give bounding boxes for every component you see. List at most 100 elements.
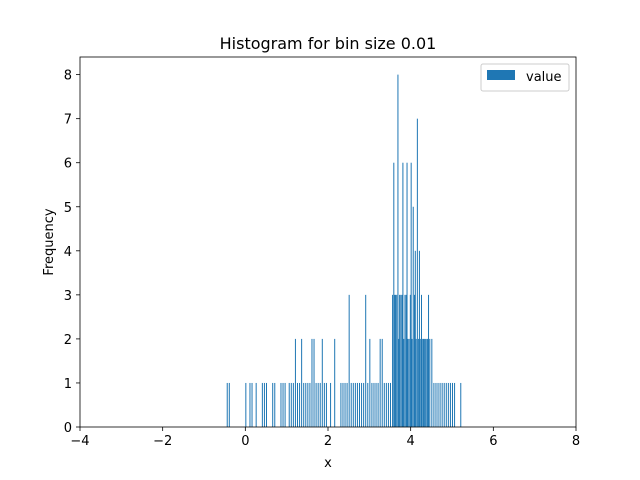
x-axis-label: x <box>324 456 332 471</box>
histogram-bar <box>403 338 405 427</box>
histogram-bar <box>418 338 420 427</box>
histogram-bar <box>408 338 410 427</box>
histogram-bar <box>390 382 391 427</box>
histogram-bar <box>245 382 247 427</box>
histogram-bar <box>437 382 439 427</box>
histogram-bar <box>447 382 449 427</box>
histogram-bar <box>282 382 284 427</box>
y-tick-label: 7 <box>64 113 72 128</box>
histogram-bar <box>371 382 373 427</box>
histogram-bar <box>454 382 456 427</box>
histogram-bar <box>255 382 257 427</box>
histogram-bar <box>443 382 445 427</box>
histogram-bar <box>274 382 276 427</box>
histogram-bar <box>317 382 319 427</box>
histogram-bar <box>425 338 427 427</box>
histogram-bar <box>385 382 387 427</box>
histogram-bar <box>311 338 313 427</box>
histogram-bar <box>348 294 350 427</box>
plot-frame <box>79 56 577 428</box>
y-tick-label: 4 <box>64 245 72 260</box>
histogram-bar <box>421 294 422 427</box>
histogram-bar <box>315 382 317 427</box>
histogram-bar <box>414 250 416 427</box>
x-tick-label: 4 <box>407 434 415 449</box>
histogram-bar <box>356 382 358 427</box>
histogram-bar <box>228 382 230 427</box>
histogram-bar <box>383 382 385 427</box>
histogram-bar <box>379 338 381 427</box>
histogram-bar <box>301 338 303 427</box>
histogram-bar <box>413 294 415 427</box>
histogram-bar <box>307 382 309 427</box>
histogram-bar <box>427 338 429 427</box>
histogram-bar <box>354 382 356 427</box>
histogram-bar <box>441 382 443 427</box>
x-tick-label: 8 <box>572 434 580 449</box>
histogram-bar <box>373 382 375 427</box>
histogram-bar <box>284 382 286 427</box>
histogram-bar <box>350 382 352 427</box>
histogram-bar <box>401 294 403 427</box>
histogram-bar <box>352 382 354 427</box>
histogram-bar <box>435 382 437 427</box>
histogram-bar <box>409 294 411 427</box>
histogram-bar <box>402 162 404 427</box>
histogram-bar <box>359 382 360 427</box>
histogram-bar <box>393 162 395 427</box>
y-tick-label: 1 <box>64 377 72 392</box>
y-axis-ticks: 0 1 2 3 4 5 6 7 8 <box>64 69 80 436</box>
histogram-bar <box>445 382 447 427</box>
histogram-bar <box>288 382 290 427</box>
histogram-bar <box>369 338 371 427</box>
histogram-bar <box>367 382 369 427</box>
histogram-bar <box>439 382 441 427</box>
histogram-bar <box>375 382 377 427</box>
histogram-bar <box>361 382 363 427</box>
histogram-bar <box>334 338 336 427</box>
histogram-bar <box>309 382 311 427</box>
histogram-bar <box>305 382 307 427</box>
histogram-bar <box>431 338 433 427</box>
chart-title: Histogram for bin size 0.01 <box>220 34 437 53</box>
histogram-bar <box>294 338 296 427</box>
histogram-bar <box>381 338 383 427</box>
histogram-bar <box>377 382 379 427</box>
histogram-bar <box>426 338 428 427</box>
histogram-bar <box>342 382 344 427</box>
histogram-bar <box>397 74 399 427</box>
histogram-bar <box>313 338 315 427</box>
histogram-bar <box>290 382 292 427</box>
histogram-bar <box>411 338 413 427</box>
histogram-bar <box>297 382 298 427</box>
histogram-bar <box>429 338 431 427</box>
y-tick-label: 3 <box>64 289 72 304</box>
histogram-bar <box>410 162 412 427</box>
x-tick-label: −4 <box>70 434 89 449</box>
bars-group <box>226 74 462 428</box>
histogram-bar <box>346 382 348 427</box>
histogram-bar <box>452 382 453 427</box>
histogram-bar <box>272 382 274 427</box>
histogram-bar <box>280 382 282 427</box>
x-tick-label: 6 <box>489 434 497 449</box>
histogram-bar <box>419 338 421 427</box>
histogram-bar <box>226 382 228 427</box>
histogram-bar <box>406 162 408 427</box>
x-tick-label: −2 <box>153 434 172 449</box>
histogram-bar <box>423 338 425 427</box>
histogram-bar <box>263 382 265 427</box>
histogram-bar <box>387 382 389 427</box>
histogram-bar <box>299 382 301 427</box>
legend-swatch <box>487 70 515 80</box>
histogram-bar <box>415 338 417 427</box>
histogram-bar <box>398 338 400 427</box>
legend-label: value <box>526 70 562 85</box>
y-tick-label: 6 <box>64 157 72 172</box>
histogram-bar <box>392 294 394 427</box>
histogram-bar <box>330 382 332 427</box>
histogram-bar <box>365 294 367 427</box>
histogram-bar <box>418 250 420 427</box>
histogram-bar <box>363 382 365 427</box>
